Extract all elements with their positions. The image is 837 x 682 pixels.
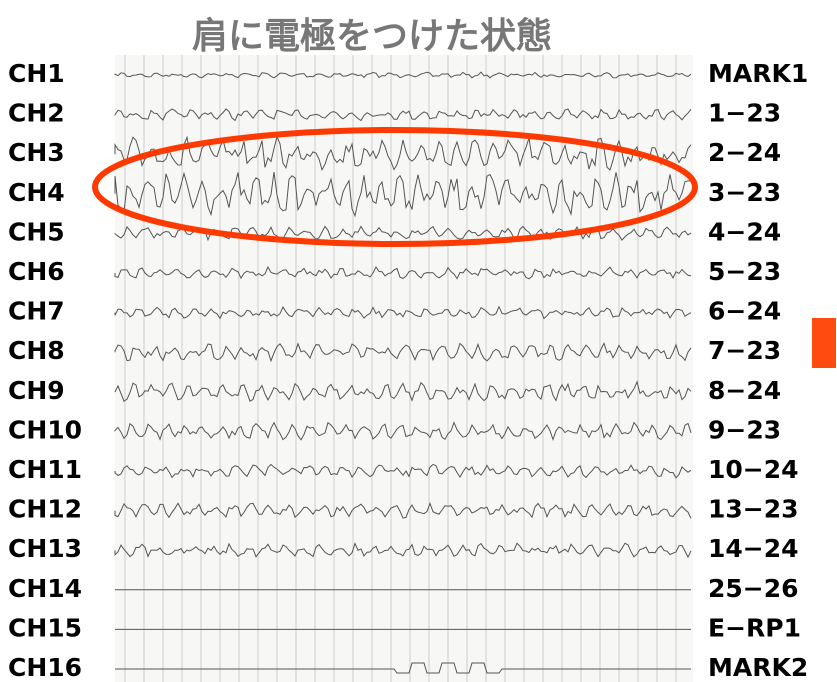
- montage-label: MARK2: [708, 653, 808, 682]
- eeg-screen: 肩に電極をつけた状態 CH1 MARK1 CH2 1−23 CH3 2−24 CH4 3−23…: [0, 0, 837, 682]
- montage-label: 3−23: [708, 178, 781, 207]
- channel-label: CH8: [8, 336, 65, 365]
- montage-label: 25−26: [708, 574, 799, 603]
- channel-label: CH14: [8, 574, 82, 603]
- montage-label: 7−23: [708, 336, 781, 365]
- channel-label: CH9: [8, 376, 65, 405]
- channel-label: CH2: [8, 99, 65, 128]
- montage-label: 10−24: [708, 455, 799, 484]
- channel-label: CH10: [8, 415, 82, 444]
- page: {"title": "肩に電極をつけた状態", "channels": [ {"…: [0, 0, 837, 682]
- montage-label: 14−24: [708, 534, 799, 563]
- channel-label: CH6: [8, 257, 65, 286]
- montage-label: 2−24: [708, 138, 781, 167]
- montage-label: E−RP1: [708, 613, 801, 642]
- montage-label: 8−24: [708, 376, 781, 405]
- red-marker: [812, 318, 836, 368]
- channel-label: CH7: [8, 297, 65, 326]
- channel-label: CH15: [8, 613, 82, 642]
- montage-label: 6−24: [708, 297, 781, 326]
- channel-label: CH16: [8, 653, 82, 682]
- montage-label: MARK1: [708, 59, 808, 88]
- title: 肩に電極をつけた状態: [192, 15, 552, 57]
- channel-label: CH5: [8, 217, 65, 246]
- channel-label: CH3: [8, 138, 65, 167]
- channel-label: CH1: [8, 59, 65, 88]
- montage-label: 1−23: [708, 99, 781, 128]
- channel-label: CH12: [8, 495, 82, 524]
- montage-label: 9−23: [708, 415, 781, 444]
- montage-label: 13−23: [708, 495, 799, 524]
- montage-label: 4−24: [708, 217, 781, 246]
- channel-label: CH13: [8, 534, 82, 563]
- channel-label: CH4: [8, 178, 65, 207]
- montage-label: 5−23: [708, 257, 781, 286]
- channel-label: CH11: [8, 455, 82, 484]
